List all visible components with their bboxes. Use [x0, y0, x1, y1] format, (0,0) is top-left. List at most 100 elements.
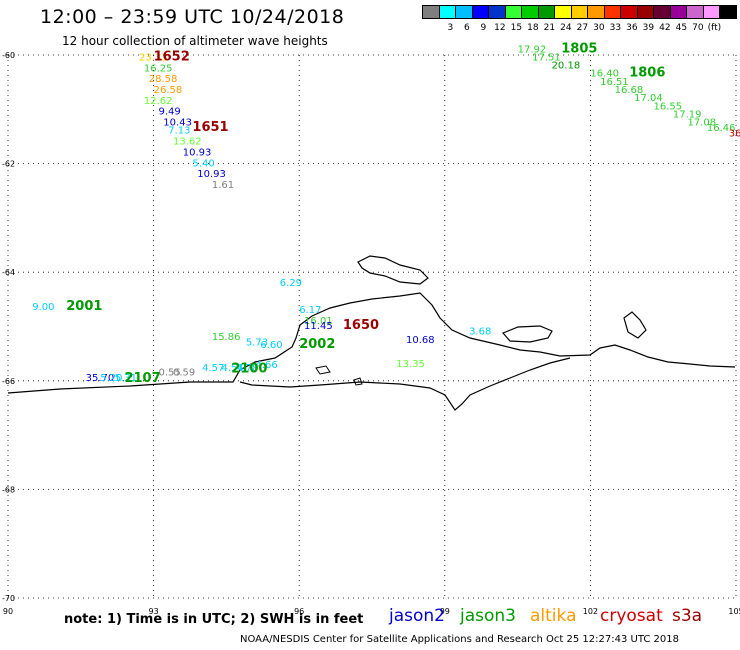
axis-tick-labels: 90 93 96 99 102 105 -60 -62 -64 -66 -68 -70: [2, 51, 740, 616]
map-subtitle: 12 hour collection of altimeter wave hei…: [62, 34, 328, 48]
wave-height-label: 16.25: [144, 63, 173, 74]
map-title: 12:00 – 23:59 UTC 10/24/2018: [40, 6, 345, 28]
pass-time-label: 1806: [629, 66, 665, 81]
pass-time-label: 1652: [154, 49, 190, 64]
satellite-label-jason3: jason3: [460, 606, 516, 626]
wave-height-label: 4.78: [236, 363, 258, 374]
pass-time-label: 1805: [561, 41, 597, 56]
wave-height-label: 10.43: [163, 118, 192, 129]
lat-tick-label: -70: [2, 594, 15, 603]
pass-time-label: 1651: [192, 120, 228, 135]
wave-height-label: 10.68: [406, 335, 435, 346]
wave-height-label: 16.46: [707, 123, 736, 134]
legend-label: 21: [543, 23, 556, 33]
wave-height-label: 4.66: [256, 360, 278, 371]
wave-height-label: 6.60: [260, 340, 282, 351]
wave-height-label: 9.00: [32, 302, 54, 313]
legend-label: 33: [609, 23, 622, 33]
satellite-label-s3a: s3a: [672, 606, 703, 626]
lon-tick-label: 99: [440, 607, 450, 616]
legend-label: 12: [494, 23, 506, 33]
lat-tick-label: -64: [2, 268, 15, 277]
wave-height-label: 5.20: [100, 373, 122, 384]
lat-tick-label: -66: [2, 377, 15, 386]
wave-height-label: 16.51: [600, 77, 629, 88]
island-north: [357, 255, 429, 285]
wave-height-label: 3.68: [469, 327, 491, 338]
wave-height-label: 13.35: [396, 359, 425, 370]
wave-height-label: 26.58: [154, 85, 183, 96]
legend-label: 3: [447, 23, 454, 33]
legend-label: 27: [576, 23, 589, 33]
lat-tick-label: -62: [2, 160, 15, 169]
lon-tick-label: 102: [583, 607, 598, 616]
legend-label: 30: [593, 23, 605, 33]
wave-height-label: 5.40: [192, 158, 214, 169]
wave-height-label: 20.18: [552, 61, 581, 72]
legend-label: 42: [659, 23, 671, 33]
lon-tick-label: 93: [149, 607, 159, 616]
island-far-east: [623, 311, 647, 339]
legend-label: 70: [692, 23, 704, 33]
legend-label: (ft): [707, 23, 722, 33]
island-east: [501, 325, 553, 343]
footer-credit: NOAA/NESDIS Center for Satellite Applica…: [240, 634, 679, 645]
legend-swatch: [719, 5, 737, 19]
island-small: [315, 365, 363, 386]
coastline-ice-shelf: [239, 357, 571, 411]
wave-height-label: 10.93: [183, 147, 212, 158]
lon-tick-label: 90: [3, 607, 13, 616]
lon-tick-label: 105: [728, 607, 740, 616]
wave-height-label: 0.59: [173, 367, 195, 378]
wave-height-label: 23.33: [139, 52, 168, 63]
wave-height-label: 6.29: [280, 278, 302, 289]
pass-time-label: 2107: [124, 371, 160, 386]
color-scale-legend: 3 6 9 12 15 18 21 24 27 30 33 36 39 42 45 70 (ft): [422, 5, 737, 35]
wave-height-label: 5.31: [115, 373, 137, 384]
wave-height-label: 7.13: [168, 126, 190, 137]
wave-height-label: 10.93: [197, 169, 226, 180]
map-grid: [7, 54, 737, 599]
legend-label: 24: [560, 23, 572, 33]
wave-height-label: 1.61: [212, 180, 234, 191]
legend-label: 9: [480, 23, 487, 33]
note-text: note: 1) Time is in UTC; 2) SWH is in fe…: [64, 612, 364, 627]
wave-height-label: 17.92: [518, 44, 547, 55]
wave-height-label: 5.73: [246, 338, 268, 349]
wave-height-label: 6.17: [299, 305, 321, 316]
wave-height-readings: 23.33165216.2528.5826.5812.629.4910.437.…: [32, 41, 740, 386]
wave-height-label: 12.62: [144, 96, 173, 107]
wave-height-label: 28.58: [149, 74, 178, 85]
legend-label: 45: [675, 23, 688, 33]
legend-label: 39: [642, 23, 655, 33]
pass-time-label: 1650: [343, 318, 379, 333]
wave-height-label: 16.68: [615, 85, 644, 96]
pass-time-label: 2001: [66, 299, 102, 314]
antarctic-coastline: [7, 292, 736, 394]
satellite-label-cryosat: cryosat: [600, 606, 663, 626]
wave-height-label: 0.55: [158, 367, 180, 378]
wave-height-label: 13.62: [173, 137, 202, 148]
satellite-label-jason2: jason2: [389, 606, 445, 626]
wave-height-label: 17.19: [673, 109, 702, 120]
satellite-label-altika: altika: [530, 606, 577, 626]
wave-height-label: 11.45: [304, 321, 333, 332]
wave-height-label: 15.86: [212, 332, 241, 343]
legend-label: 6: [464, 23, 470, 33]
legend-label: 15: [510, 23, 523, 33]
wave-height-label: 16.55: [653, 101, 682, 112]
wave-height-label: 4.54: [222, 363, 244, 374]
legend-label: 36: [626, 23, 638, 33]
wave-height-label: 9.49: [158, 107, 180, 118]
wave-height-label: 17.04: [634, 93, 663, 104]
pass-time-label: 2002: [299, 337, 335, 352]
wave-height-label: 16.40: [590, 69, 619, 80]
lon-tick-label: 96: [294, 607, 304, 616]
wave-height-label: 4.57: [202, 363, 224, 374]
legend-label: 18: [527, 23, 539, 33]
wave-height-label: 36.83: [729, 128, 740, 139]
pass-time-label: 2100: [231, 362, 267, 377]
wave-height-label: 17.08: [687, 118, 716, 129]
lat-tick-label: -68: [2, 485, 15, 494]
